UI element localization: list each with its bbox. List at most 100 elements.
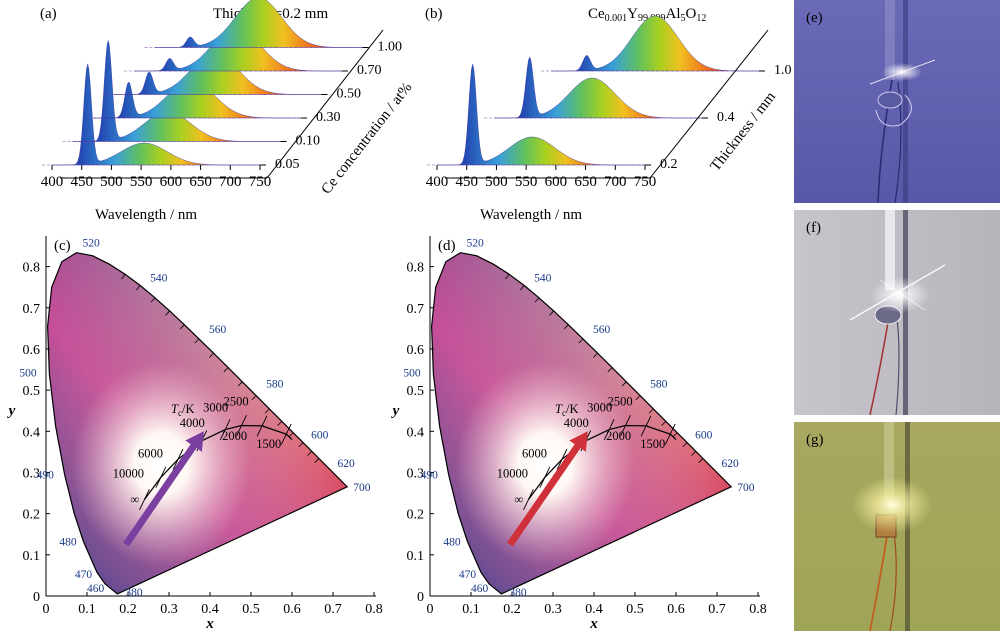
cie-ytick-label: 0.5 [23, 384, 41, 399]
cct-isotherm [539, 466, 551, 488]
cct-isotherm [664, 423, 676, 445]
cie-locus-tick [121, 273, 126, 280]
cie-xtick-label: 0.6 [283, 602, 301, 617]
cct-label: 4000 [180, 416, 205, 430]
cie-locus-tick [635, 395, 641, 401]
cie-ytick-label: 0.1 [407, 549, 425, 564]
cie-wavelength-label: 500 [403, 367, 421, 379]
cie-locus-tick [621, 381, 627, 387]
cie-ytick-label: 0.5 [407, 384, 425, 399]
tick-label: 600 [545, 174, 568, 190]
cie-ytick-label: 0.8 [23, 261, 41, 276]
depth-tick-label: 1.0 [774, 63, 792, 78]
cie-locus-tick [682, 442, 688, 448]
tick-label: 700 [219, 174, 242, 190]
photo-f: (f) [794, 210, 1000, 416]
panel-a-tag: (a) [40, 6, 57, 22]
cct-label: 1500 [640, 437, 665, 451]
cct-label: 1500 [256, 437, 281, 451]
cie-locus-tick [698, 458, 704, 463]
depth-tick-label: 0.30 [316, 110, 341, 125]
cct-isotherm [556, 448, 568, 470]
panel-b: (b) Ce0.001Y99.999Al5O12 400450500550600… [425, 6, 792, 223]
cct-isotherm [155, 466, 167, 488]
depth-tick-label: 1.00 [378, 40, 403, 55]
cie-wavelength-label: 600 [311, 430, 329, 442]
tick-label: 550 [130, 174, 153, 190]
spectra-a [42, 0, 363, 166]
tick-label: 700 [604, 174, 627, 190]
panel-b-tag: (b) [425, 6, 443, 22]
cie-wavelength-label: 460 [87, 583, 105, 595]
cie-ytick-label: 0.1 [23, 549, 41, 564]
cie-locus-white [47, 252, 348, 594]
cie-xtick-label: 0.1 [78, 602, 96, 617]
tick-label: 750 [249, 174, 272, 190]
tick-label: 750 [634, 174, 657, 190]
cct-isotherm [620, 415, 631, 437]
tick-label: 650 [574, 174, 597, 190]
spectrum-0.05 [52, 63, 260, 166]
cie-xtick-label: 0.3 [544, 602, 562, 617]
cie-ytick-label: 0 [33, 590, 40, 605]
cie-locus-tick [691, 451, 697, 456]
tick-label: 550 [515, 174, 538, 190]
depth-tick-label: 0.2 [660, 157, 678, 172]
cie-xtick-label: 0.8 [749, 602, 767, 617]
tc-label: Tc/K [555, 402, 578, 418]
cie-panel-tag: (c) [54, 238, 71, 254]
cie-wavelength-label: 500 [19, 367, 37, 379]
cct-label: 10000 [497, 466, 528, 480]
cie-ytick-label: 0.3 [407, 466, 425, 481]
cie-wavelength-label: 470 [75, 569, 93, 581]
cct-label: 6000 [138, 446, 163, 460]
depth-tick-label: 0.70 [357, 63, 382, 78]
cie-ytick-label: 0.6 [407, 343, 425, 358]
photo-g-tag: (g) [806, 432, 824, 448]
cie-wavelength-label: 380 [509, 587, 526, 599]
tick-label: 500 [100, 174, 123, 190]
cie-ytick-label: 0.7 [407, 302, 425, 317]
cie-locus-tick [165, 310, 170, 316]
cie-locus-white [431, 252, 732, 594]
axis-b-xlabel: Wavelength / nm [480, 207, 582, 223]
cct-isotherm [256, 415, 268, 437]
cie-locus-tick [237, 381, 243, 387]
cie-locus-tick [607, 367, 613, 373]
cie-locus-tick [251, 395, 257, 401]
cie-wavelength-label: 480 [59, 536, 77, 548]
cie-locus-tick [661, 421, 667, 426]
cie-locus-tick [505, 273, 510, 280]
photo-g: (g) [794, 422, 1000, 631]
cie-locus-tick [209, 352, 214, 358]
cie-locus-tick [179, 324, 185, 330]
cie-wavelength-label: 620 [722, 458, 740, 470]
cie-xtick-label: 0 [427, 602, 434, 617]
depth-tick-label: 0.10 [296, 134, 321, 149]
cie-xtick-label: 0 [43, 602, 50, 617]
cct-label: 10000 [113, 466, 144, 480]
cie-locus-tick [672, 432, 678, 438]
spectrum-1.00 [154, 0, 363, 48]
cie-wavelength-label: 480 [443, 536, 461, 548]
cie-ytick-label: 0.3 [23, 466, 41, 481]
shift-arrow-head [185, 431, 204, 452]
spectrum-1.0 [551, 15, 759, 72]
cie-wavelength-label: 700 [737, 482, 755, 494]
cie-xtick-label: 0.8 [365, 602, 383, 617]
photo-f-tag: (f) [806, 220, 821, 236]
cie-wavelength-label: 560 [209, 324, 227, 336]
panel-a: (a) Thickness=0.2 mm 4004505005506006507… [40, 0, 416, 223]
cie-locus-tick [194, 338, 200, 344]
cie-wavelength-label: 460 [471, 583, 489, 595]
cie-ytick-label: 0.4 [407, 425, 425, 440]
cie-locus-tick [534, 297, 540, 303]
cie-locus-tick [288, 432, 294, 438]
cie-locus-tick [135, 285, 141, 291]
cie-wavelength-label: 490 [37, 470, 55, 482]
cct-isotherm [172, 448, 184, 470]
depth-ticks-b: 0.2 0.4 1.0 [645, 63, 792, 172]
cct-isotherm [236, 415, 247, 437]
panel-d: 0 0.1 0.2 0.3 0.4 0.5 0.6 0.7 0.8 0 0.1 0.2 0.3 0.4 0.… [391, 236, 767, 631]
cie-ytick-label: 0.2 [23, 508, 41, 523]
